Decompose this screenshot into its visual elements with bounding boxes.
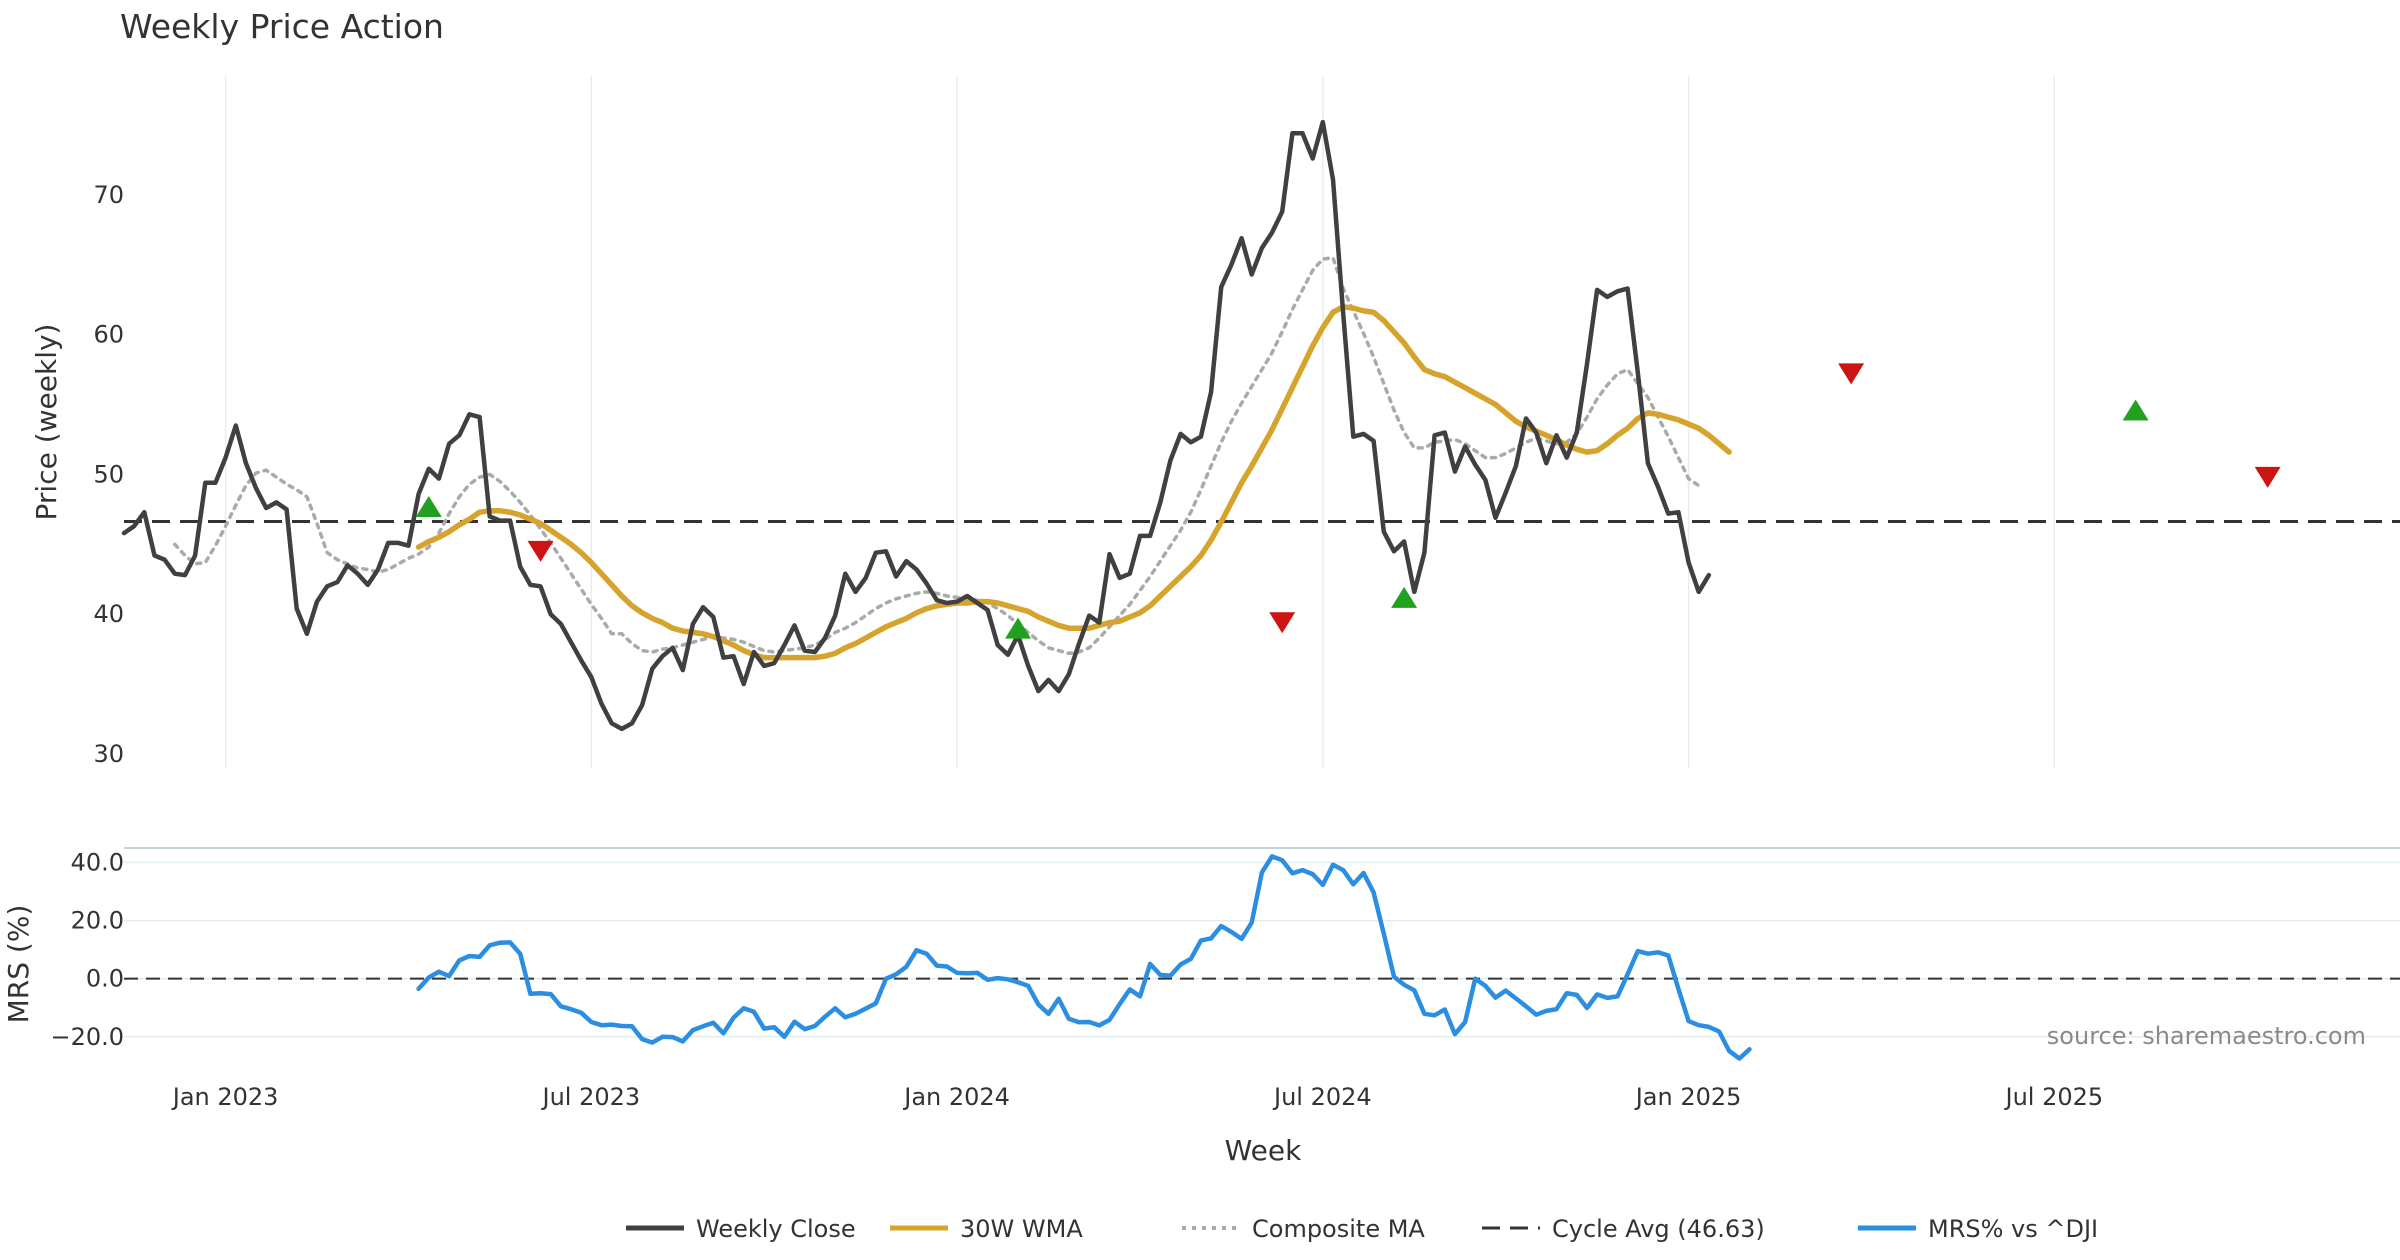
legend-item: MRS% vs ^DJI [1858, 1215, 2098, 1243]
source-note: source: sharemaestro.com [2047, 1022, 2366, 1050]
price-y-tick-label: 70 [93, 181, 124, 209]
signal-markers [415, 363, 2281, 639]
legend-item: Cycle Avg (46.63) [1482, 1215, 1765, 1243]
price-y-axis-label: Price (weekly) [30, 324, 63, 521]
x-tick-label: Jan 2025 [1634, 1083, 1742, 1111]
price-series [121, 119, 1732, 732]
price-y-tick-label: 40 [93, 600, 124, 628]
legend-label: 30W WMA [960, 1215, 1083, 1243]
chart-title: Weekly Price Action [120, 7, 444, 46]
buy-signal-marker [2122, 399, 2149, 421]
price-y-tick-label: 60 [93, 321, 124, 349]
mrs-y-ticks: −20.0 0.0 20.0 40.0 [50, 849, 124, 1051]
legend-label: Composite MA [1252, 1215, 1425, 1243]
price-y-ticks: 30 40 50 60 70 [93, 181, 124, 768]
mrs-line [416, 854, 1752, 1061]
legend: Weekly Close 30W WMA Composite MA Cycle Avg… [626, 1215, 2098, 1243]
x-tick-label: Jul 2025 [2003, 1083, 2103, 1111]
mrs-y-tick-label: −20.0 [50, 1023, 124, 1051]
mrs-y-axis-label: MRS (%) [2, 905, 35, 1024]
buy-signal-marker [1391, 586, 1418, 608]
x-axis-label: Week [1225, 1134, 1302, 1167]
composite-ma-line [173, 255, 1701, 656]
sell-signal-marker [2254, 466, 2281, 488]
price-y-tick-label: 50 [93, 460, 124, 488]
x-tick-label: Jul 2023 [541, 1083, 641, 1111]
mrs-series [416, 854, 1752, 1061]
buy-signal-marker [415, 495, 442, 517]
legend-item: 30W WMA [890, 1215, 1083, 1243]
30w-wma-line [415, 303, 1732, 661]
x-tick-label: Jan 2023 [171, 1083, 279, 1111]
price-y-tick-label: 30 [93, 740, 124, 768]
legend-label: Cycle Avg (46.63) [1552, 1215, 1765, 1243]
weekly-close-line [121, 119, 1712, 732]
sell-signal-marker [527, 540, 554, 562]
x-tick-label: Jan 2024 [902, 1083, 1010, 1111]
mrs-y-tick-label: 0.0 [86, 965, 124, 993]
legend-label: MRS% vs ^DJI [1928, 1215, 2098, 1243]
mrs-grid [124, 861, 2400, 1038]
buy-signal-marker [1005, 617, 1032, 639]
x-tick-label: Jul 2024 [1272, 1083, 1372, 1111]
legend-label: Weekly Close [696, 1215, 856, 1243]
legend-item: Composite MA [1182, 1215, 1425, 1243]
x-ticks: Jan 2023 Jul 2023 Jan 2024 Jul 2024 Jan 2025… [171, 1083, 2103, 1111]
sell-signal-marker [1838, 363, 1865, 385]
mrs-y-tick-label: 20.0 [71, 907, 124, 935]
price-grid [224, 76, 2056, 768]
legend-item: Weekly Close [626, 1215, 856, 1243]
sell-signal-marker [1269, 612, 1296, 634]
mrs-y-tick-label: 40.0 [71, 849, 124, 877]
